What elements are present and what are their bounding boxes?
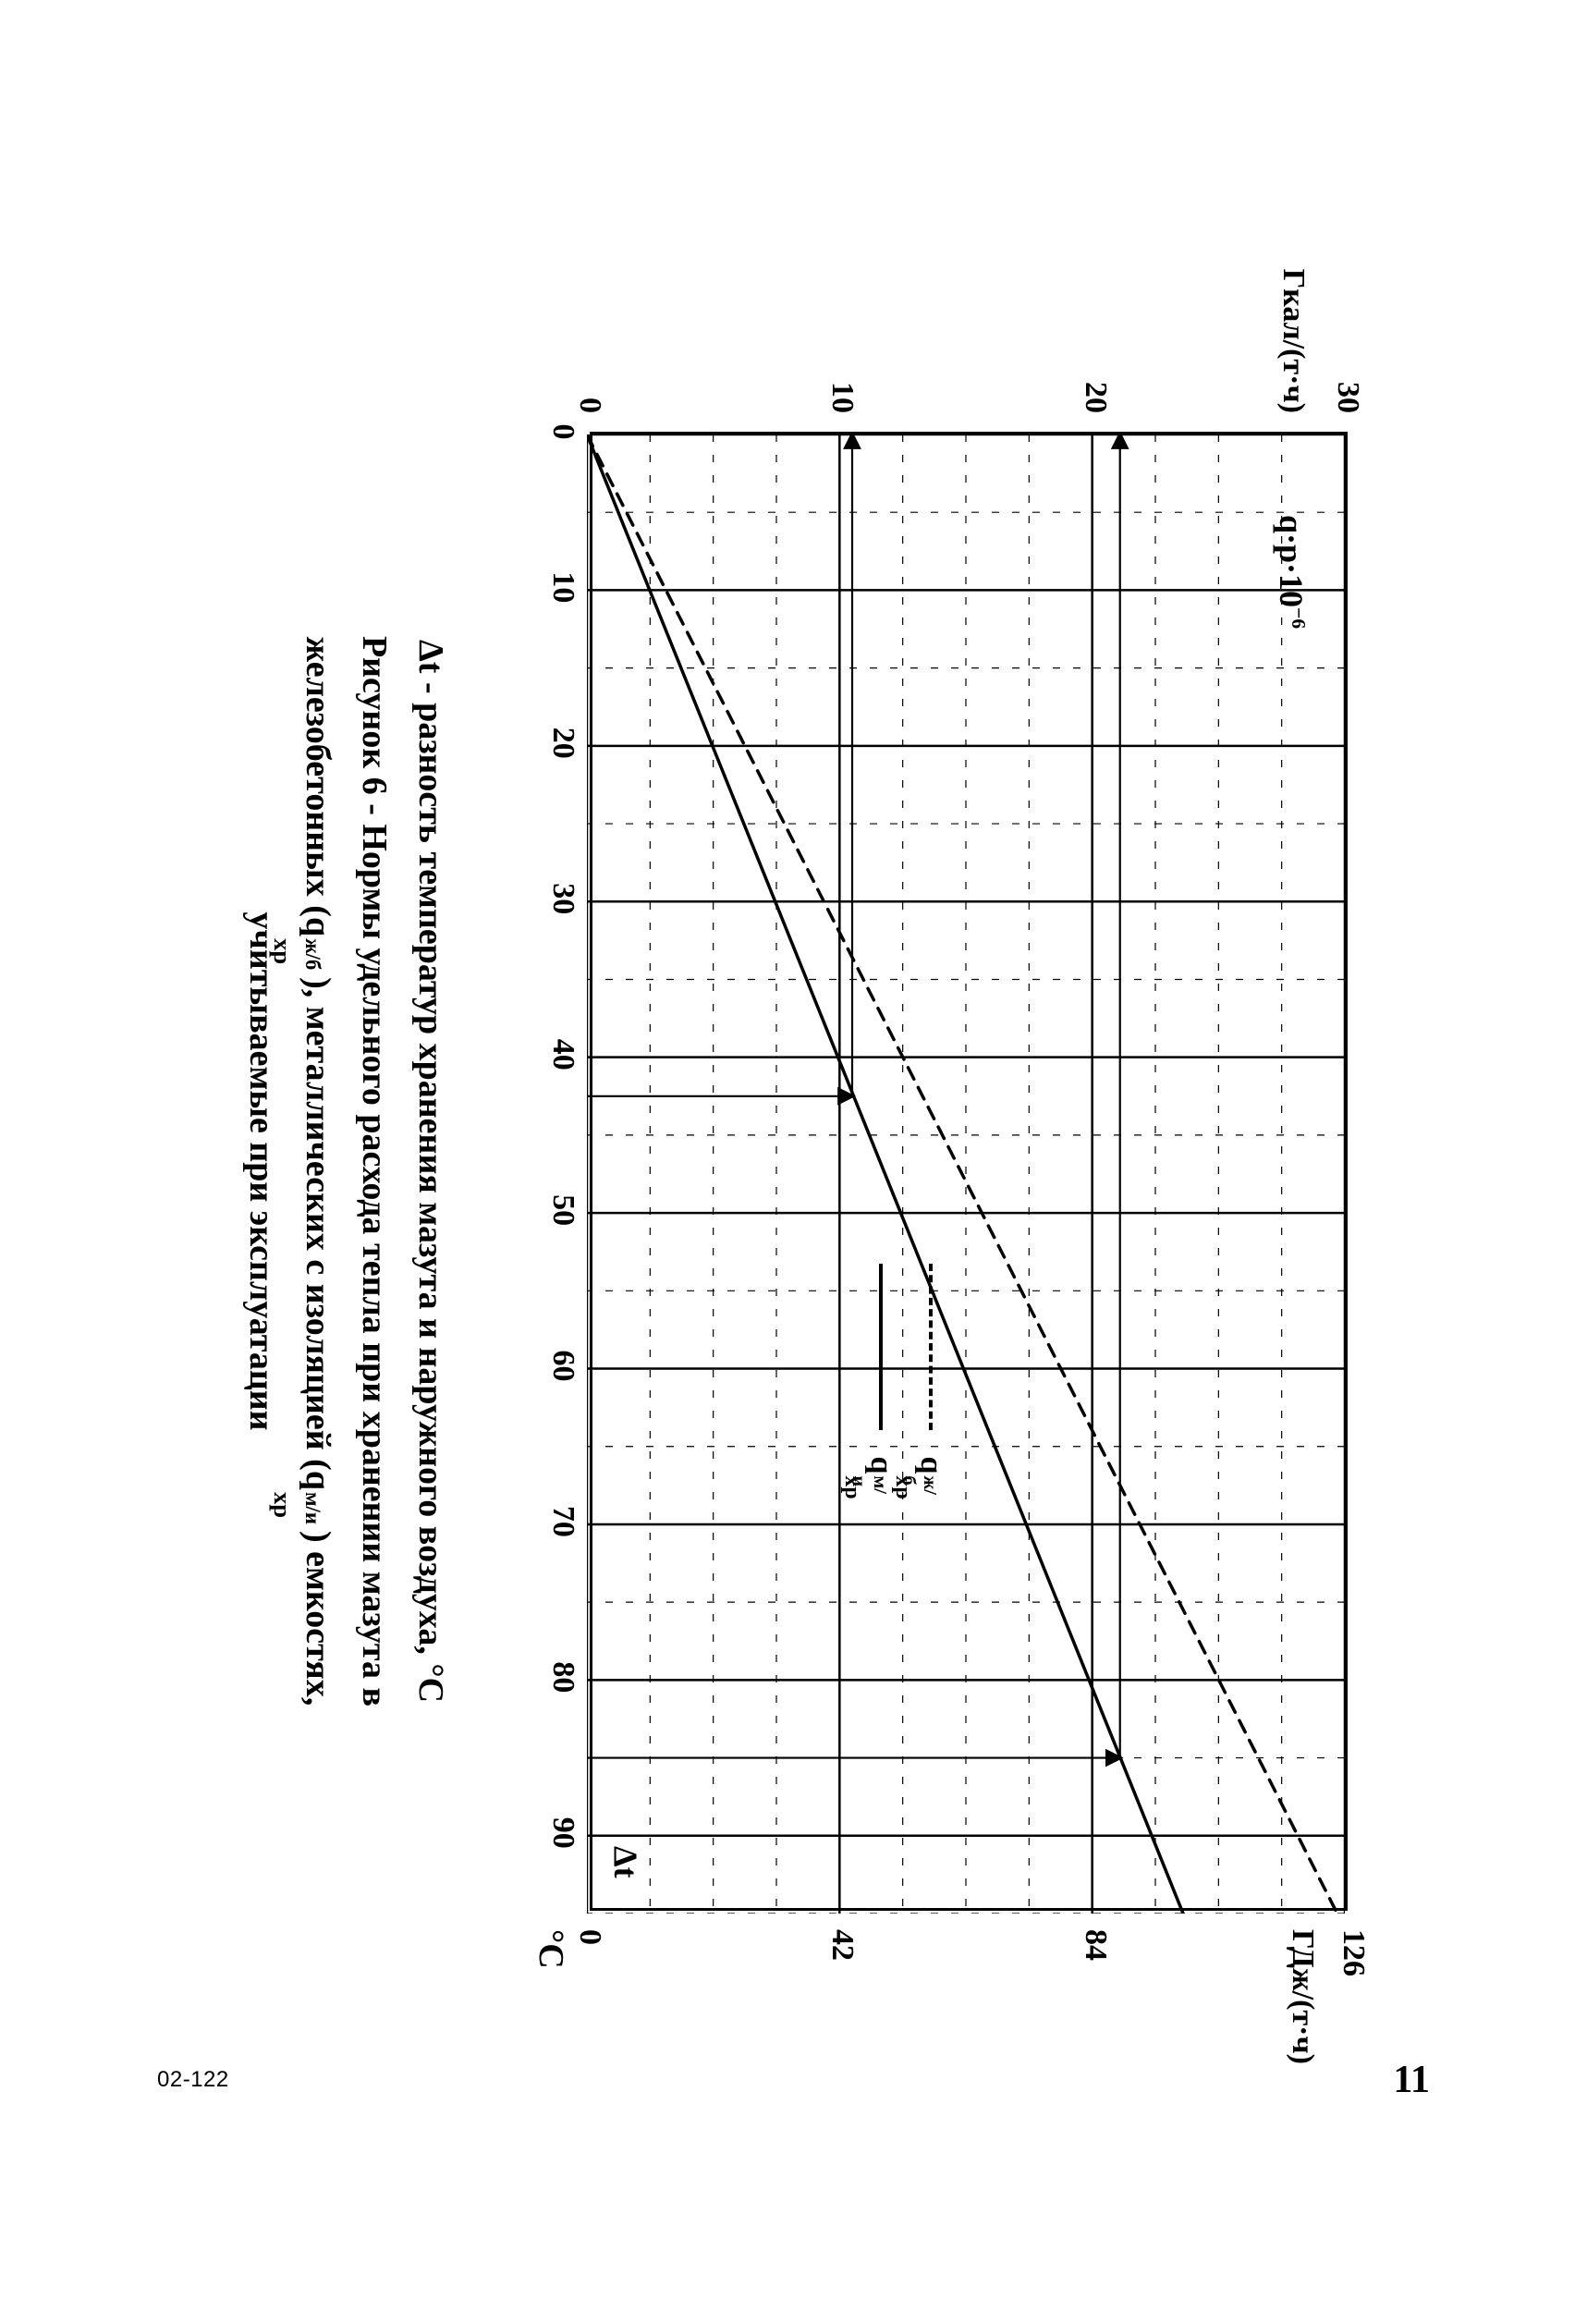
plot-box — [590, 432, 1348, 1911]
y-right-tick-84: 84 — [1078, 1929, 1113, 2022]
figure-card: 0 10 20 30 Гкал/(т·ч) 0 42 84 126 ГДж/(т… — [146, 191, 1440, 2133]
caption-line-1: Δt - разность температур хранения мазута… — [404, 302, 457, 2040]
caption-sym1: qж/бхр — [299, 917, 337, 977]
caption-line3-suffix: ) емкостях, — [299, 1531, 337, 1706]
y-right-tick-126: 126 — [1336, 1929, 1371, 2022]
rotated-content: 0 10 20 30 Гкал/(т·ч) 0 42 84 126 ГДж/(т… — [146, 191, 1440, 2133]
y-left-tick-10: 10 — [824, 339, 860, 413]
y-right-tick-42: 42 — [824, 1929, 860, 2022]
x-tick-30: 30 — [545, 883, 580, 914]
chart-area: 0 10 20 30 Гкал/(т·ч) 0 42 84 126 ГДж/(т… — [590, 432, 1348, 1911]
caption-sym1-sup: ж/б — [297, 938, 328, 970]
caption-sym2-base: q — [299, 1471, 337, 1490]
caption-line3-mid: ), металлических с изоляцией ( — [299, 977, 337, 1471]
caption-sym2-sub: хр — [263, 1492, 300, 1518]
y-left-unit: Гкал/(т·ч) — [1276, 228, 1311, 413]
caption-sym1-sub: хр — [263, 938, 300, 964]
caption-sym1-base: q — [299, 917, 337, 936]
x-tick-80: 80 — [545, 1661, 580, 1693]
figure-caption: Δt - разность температур хранения мазута… — [231, 302, 460, 2040]
y-left-tick-20: 20 — [1078, 339, 1113, 413]
x-tick-10: 10 — [545, 571, 580, 603]
caption-line3-prefix: железобетонных ( — [299, 637, 337, 917]
x-tick-0: 0 — [545, 424, 580, 440]
x-tick-20: 20 — [545, 728, 580, 759]
plot-svg — [587, 434, 1345, 1914]
x-tick-70: 70 — [545, 1506, 580, 1537]
y-left-tick-30: 30 — [1330, 339, 1365, 413]
caption-sym2: qм/ихр — [299, 1471, 337, 1531]
x-tick-50: 50 — [545, 1194, 580, 1226]
page: 02-122 11 0 10 20 30 Гкал/(т·ч) 0 42 84 … — [0, 0, 1587, 2324]
x-tick-40: 40 — [545, 1039, 580, 1070]
y-left-tick-0: 0 — [572, 339, 607, 413]
caption-line-4: учитываемые при эксплуатации — [235, 302, 287, 2040]
x-tick-90: 90 — [545, 1817, 580, 1849]
caption-line-2: Рисунок 6 - Нормы удельного расхода тепл… — [348, 302, 400, 2040]
y-right-tick-0: 0 — [572, 1929, 607, 2022]
y-right-unit: ГДж/(т·ч) — [1285, 1929, 1320, 2114]
x-tick-60: 60 — [545, 1351, 580, 1382]
caption-line-3: железобетонных (qж/бхр), металлических с… — [291, 302, 344, 2040]
x-axis-unit: °C — [531, 1929, 571, 1969]
caption-sym2-sup: м/и — [297, 1492, 328, 1524]
